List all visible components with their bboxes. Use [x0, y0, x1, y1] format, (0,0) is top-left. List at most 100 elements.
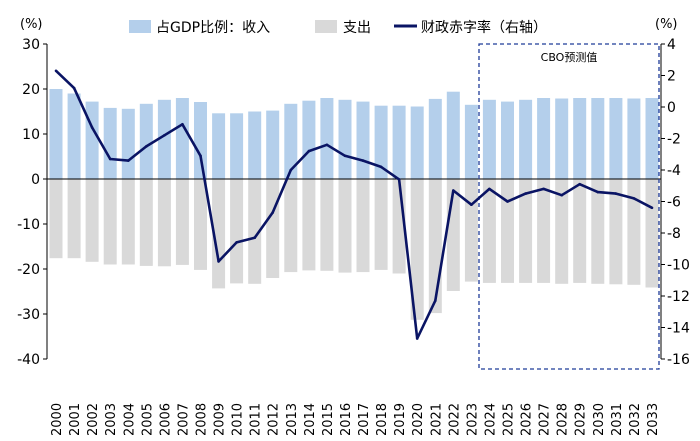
x-tick-label: 2017	[357, 403, 372, 436]
x-tick-label: 2014	[303, 403, 318, 436]
revenue-bar	[482, 99, 496, 179]
revenue-bar	[67, 93, 81, 179]
right-tick-label: -16	[667, 352, 690, 368]
deficit-point	[127, 159, 130, 162]
legend-label-revenue: 占GDP比例：收入	[156, 20, 270, 36]
revenue-bar	[139, 103, 153, 179]
right-tick-label: -14	[667, 321, 690, 337]
left-tick-label: -30	[17, 307, 40, 323]
left-tick-label: -20	[17, 262, 40, 278]
expense-bar	[175, 179, 189, 265]
expense-bar	[555, 179, 569, 284]
revenue-bar	[555, 98, 569, 179]
expense-bar	[49, 179, 63, 259]
revenue-bar	[338, 99, 352, 179]
x-tick-label: 2028	[556, 403, 571, 436]
deficit-point	[108, 157, 112, 161]
x-tick-label: 2026	[520, 403, 535, 436]
expense-bar	[537, 179, 551, 283]
revenue-bar	[302, 100, 316, 179]
revenue-bar	[356, 101, 370, 179]
revenue-bar	[121, 108, 135, 179]
x-tick-label: 2031	[610, 403, 625, 436]
expense-bar	[230, 179, 244, 284]
deficit-point	[542, 187, 545, 191]
revenue-bar	[410, 106, 424, 179]
expense-bar	[248, 179, 262, 284]
deficit-point	[235, 241, 238, 244]
x-tick-label: 2011	[249, 403, 264, 436]
right-tick-label: 0	[667, 100, 676, 116]
x-tick-label: 2010	[231, 403, 246, 436]
x-tick-label: 2004	[122, 403, 137, 436]
revenue-bar	[609, 98, 623, 179]
deficit-point	[614, 192, 618, 195]
right-axis-unit: (%)	[655, 17, 678, 32]
right-tick-label: -12	[667, 289, 690, 305]
x-tick-label: 2023	[465, 403, 480, 436]
revenue-bar	[591, 98, 605, 179]
deficit-point	[181, 123, 184, 126]
expense-bar	[338, 179, 352, 273]
expense-bar	[67, 179, 81, 259]
revenue-bar	[157, 99, 171, 179]
revenue-bar	[320, 98, 334, 179]
left-axis-unit: (%)	[20, 17, 43, 32]
revenue-bar	[103, 107, 117, 179]
revenue-bar	[49, 89, 63, 179]
axes: 3020100-10-20-30-40420-2-4-6-8-10-12-14-…	[17, 37, 690, 368]
x-tick-label: 2012	[267, 403, 282, 436]
revenue-bar	[446, 91, 460, 179]
expense-bar	[609, 179, 623, 285]
expense-bar	[501, 179, 514, 283]
deficit-point	[253, 236, 256, 239]
revenue-bar	[464, 104, 478, 180]
right-tick-label: 4	[667, 37, 676, 53]
expense-bar	[374, 179, 388, 270]
revenue-bar	[212, 113, 226, 179]
deficit-point	[90, 126, 94, 129]
expense-bar	[410, 179, 424, 320]
deficit-point	[379, 165, 383, 169]
expense-bar	[284, 179, 298, 273]
deficit-point	[217, 260, 220, 263]
right-tick-label: -10	[667, 258, 690, 274]
legend: 占GDP比例：收入 支出 财政赤字率（右轴）	[129, 19, 547, 36]
x-tick-label: 2019	[393, 403, 408, 436]
deficit-point	[271, 211, 275, 214]
x-tick-label: 2001	[68, 403, 83, 436]
x-tick-label: 2030	[592, 403, 607, 436]
revenue-bar	[230, 113, 244, 179]
deficit-point	[506, 200, 509, 203]
revenue-bar	[392, 105, 406, 179]
x-tick-label: 2015	[321, 403, 336, 436]
legend-swatch-revenue	[129, 20, 151, 33]
x-tick-label: 2027	[538, 403, 553, 436]
x-tick-label: 2007	[176, 403, 191, 436]
x-tick-label: 2022	[447, 403, 462, 436]
expense-bar	[591, 179, 605, 284]
forecast-region	[478, 43, 660, 370]
deficit-point	[397, 178, 401, 181]
deficit-point	[452, 189, 455, 192]
deficit-point	[72, 86, 76, 90]
deficit-point	[54, 69, 58, 73]
expense-bar	[139, 179, 153, 266]
x-tick-label: 2018	[375, 403, 390, 436]
legend-label-expense: 支出	[343, 20, 371, 36]
expense-bar	[194, 179, 207, 270]
deficit-point	[163, 134, 166, 137]
right-tick-label: -6	[667, 195, 681, 211]
deficit-point	[578, 182, 581, 186]
revenue-bar	[645, 98, 659, 179]
x-tick-label: 2016	[339, 403, 354, 436]
expense-bar	[645, 179, 659, 288]
deficit-point	[325, 143, 329, 147]
deficit-point	[434, 299, 437, 303]
revenue-bar	[501, 101, 514, 179]
x-tick-label: 2002	[86, 403, 101, 436]
expense-bar	[103, 179, 117, 265]
right-tick-label: -4	[667, 163, 681, 179]
deficit-point	[145, 145, 148, 148]
legend-label-deficit: 财政赤字率（右轴）	[421, 19, 547, 36]
